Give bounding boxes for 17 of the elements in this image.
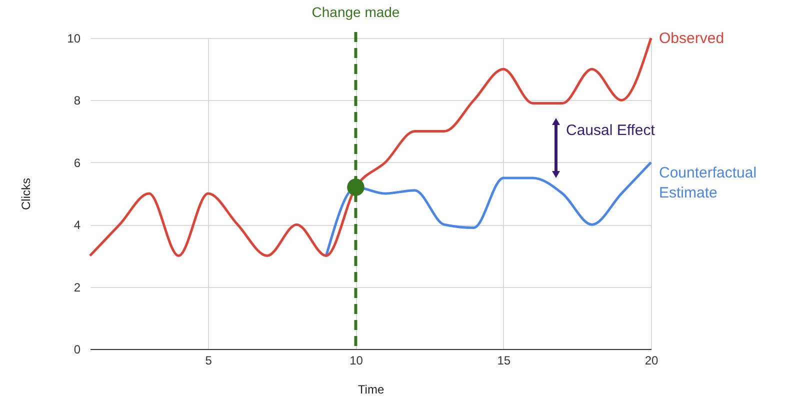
x-axis-title: Time: [358, 382, 384, 396]
y-tick-label: 0: [74, 342, 81, 356]
x-tick-label: 10: [350, 354, 364, 368]
y-tick-label: 4: [74, 218, 81, 232]
line-series: [324, 161, 652, 257]
x-tick-label: 15: [497, 354, 511, 368]
y-tick-label: 6: [74, 156, 81, 170]
y-tick-label: 8: [74, 94, 81, 108]
x-tick-label: 5: [205, 354, 212, 368]
ref-line-label: Change made: [312, 4, 400, 20]
y-axis-title: Clicks: [19, 178, 34, 210]
series-label: Observed: [659, 30, 724, 47]
y-tick-label: 10: [67, 32, 81, 46]
y-tick-label: 2: [74, 280, 81, 294]
annotation: Causal Effect: [566, 122, 656, 139]
series-label: Counterfactual Estimate: [659, 164, 757, 202]
x-tick-label: 20: [644, 354, 658, 368]
